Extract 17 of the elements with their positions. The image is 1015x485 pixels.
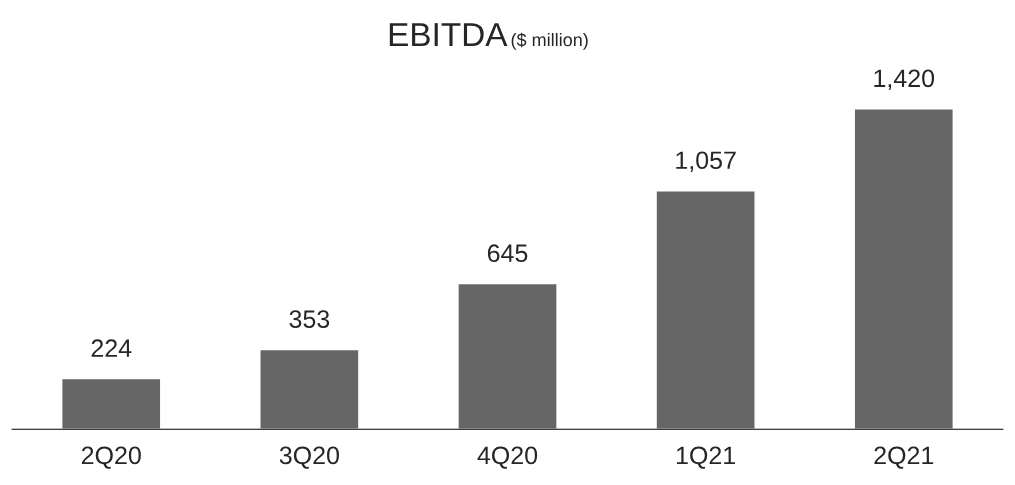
bar <box>61 377 162 430</box>
x-tick-label: 2Q21 <box>874 446 934 469</box>
data-label: 224 <box>91 339 132 357</box>
x-tick-label: 2Q20 <box>81 446 141 469</box>
bar <box>853 108 954 430</box>
chart-title: EBITDA <box>389 23 508 47</box>
x-tick-label: 3Q20 <box>279 446 339 469</box>
x-tick-label: 1Q21 <box>676 446 735 469</box>
x-tick-label: 4Q20 <box>477 446 538 469</box>
bar <box>259 348 360 430</box>
chart-subtitle: ($ million) <box>511 32 588 50</box>
data-label: 645 <box>487 244 528 263</box>
bar <box>457 282 558 430</box>
data-label: 353 <box>289 310 330 328</box>
data-label: 1,057 <box>676 151 736 173</box>
data-label: 1,420 <box>874 69 935 91</box>
bar <box>655 190 756 430</box>
